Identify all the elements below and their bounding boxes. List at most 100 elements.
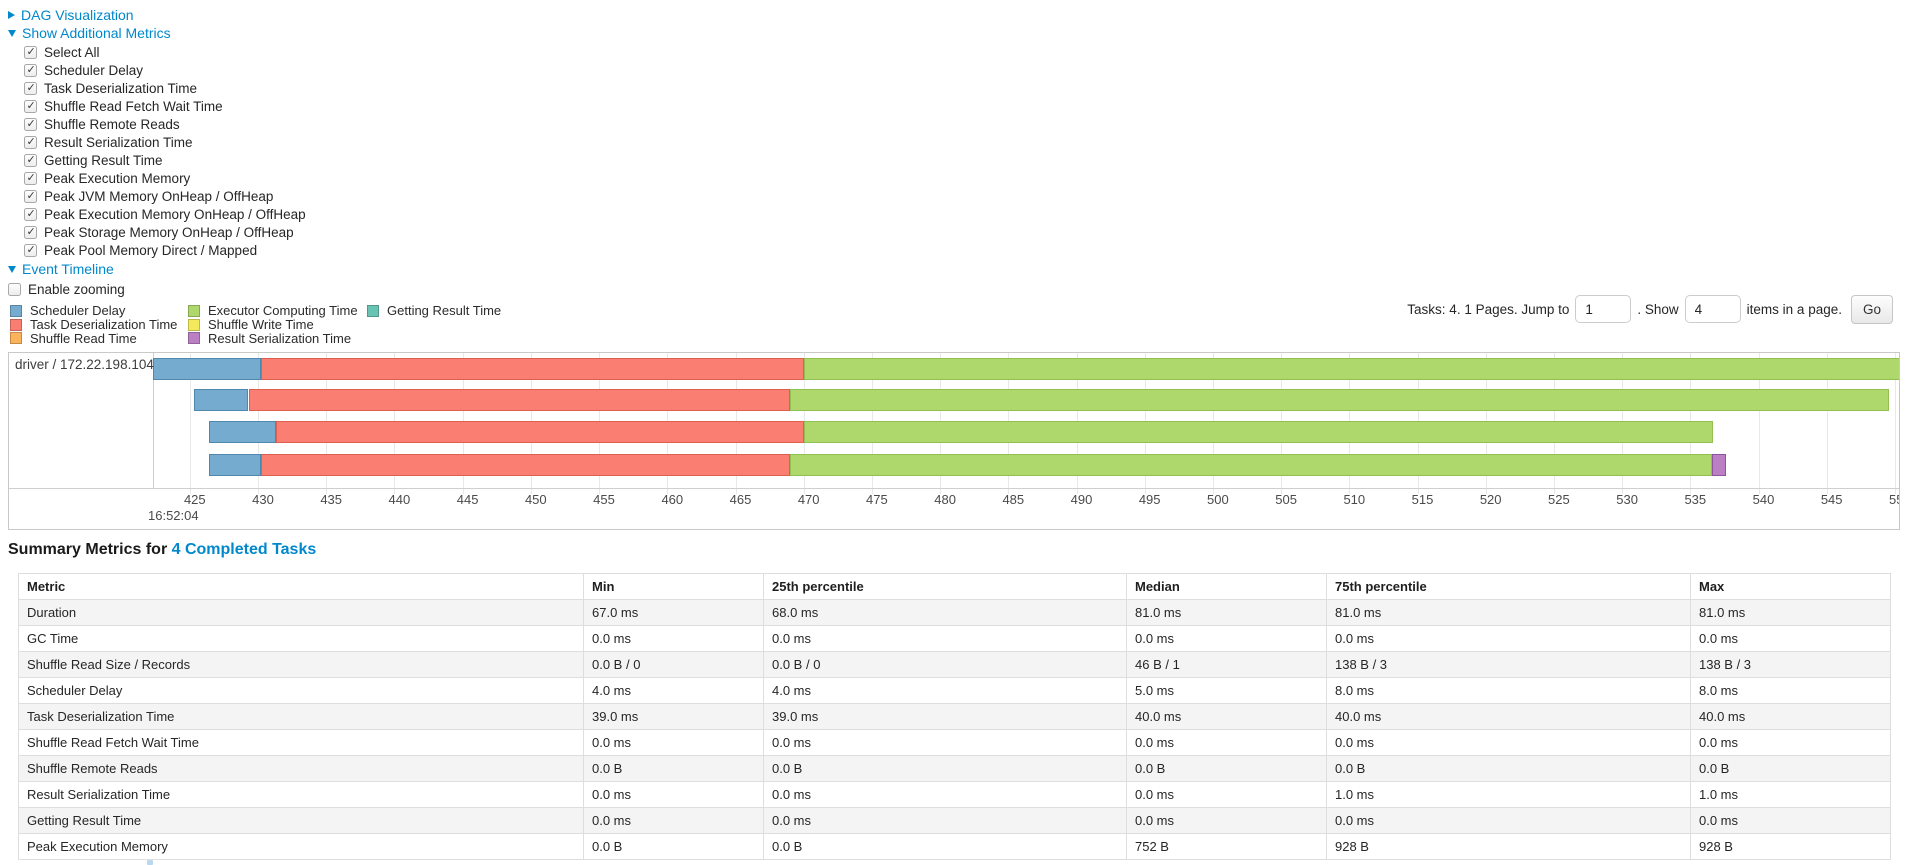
checkbox-icon[interactable] [24,189,37,203]
jump-to-page-input[interactable] [1575,295,1632,323]
items-per-page-input[interactable] [1684,295,1741,323]
task-2-task_deserialization-bar[interactable] [248,389,790,411]
checkbox-icon[interactable] [24,135,37,149]
axis-tick-label: 440 [388,492,411,507]
completed-tasks-link[interactable]: 4 Completed Tasks [171,541,317,558]
axis-tick-label: 505 [1275,492,1297,507]
table-cell: 0.0 ms [763,729,1127,756]
table-cell: 0.0 B / 0 [583,651,764,678]
table-row: Shuffle Read Size / Records 0.0 B / 0 0.0 … [18,651,1891,678]
table-row: Duration 67.0 ms 68.0 ms 81.0 ms 81.0 ms 81.0… [18,599,1891,626]
table-cell: 0.0 ms [763,781,1127,808]
metric-label: Scheduler Delay [44,62,144,78]
summary-metrics-heading: Summary Metrics for 4 Completed Tasks [8,541,316,559]
axis-tick-label: 490 [1070,492,1093,507]
axis-tick-label: 545 [1820,492,1843,507]
axis-tick-label: 500 [1207,492,1229,507]
legend-item: Scheduler Delay [10,303,188,318]
event-timeline-toggle[interactable]: Event Timeline [8,261,306,277]
axis-tick-label: 540 [1752,492,1775,507]
task-3-scheduler_delay-bar[interactable] [208,421,276,443]
table-cell: 0.0 B [763,833,1127,860]
metric-label: Peak Execution Memory [44,170,191,186]
summary-heading-text: Summary Metrics for [8,541,172,558]
table-row: Scheduler Delay 4.0 ms 4.0 ms 5.0 ms 8.0 ms 8… [18,677,1891,704]
checkbox-icon[interactable] [24,243,37,257]
enable-zooming-checkbox[interactable] [8,282,21,296]
axis-tick-label: 485 [1002,492,1025,507]
task-pagination: Tasks: 4. 1 Pages. Jump to . Show items … [1407,293,1893,325]
table-cell: Shuffle Remote Reads [18,755,584,782]
axis-tick-label: 465 [729,492,752,507]
task-4-executor_computing-bar[interactable] [790,454,1713,476]
timeline-legend: Scheduler Delay Task Deserialization Time… [10,303,501,346]
table-row: Peak Execution Memory 0.0 B 0.0 B 752 B 928 … [18,833,1891,860]
task-4-task_deserialization-bar[interactable] [260,454,791,476]
column-header: 75th percentile [1326,573,1691,600]
column-header: 25th percentile [763,573,1127,600]
legend-item: Task Deserialization Time [10,317,188,332]
metric-label: Select All [44,44,100,60]
checkbox-icon[interactable] [24,153,37,167]
checkbox-icon[interactable] [24,117,37,131]
table-cell: 0.0 ms [1690,807,1891,834]
table-header-row: Metric Min 25th percentile Median 75th perce… [18,573,1891,600]
metric-label: Shuffle Remote Reads [44,116,180,132]
event-timeline-chart[interactable]: driver / 172.22.198.104 425 430 435 440 445 4… [8,352,1900,530]
metric-item: Peak Execution Memory [24,169,306,187]
dag-visualization-toggle[interactable]: DAG Visualization [8,7,306,23]
table-cell: Scheduler Delay [18,677,584,704]
table-cell: Getting Result Time [18,807,584,834]
table-cell: Duration [18,599,584,626]
table-cell: 138 B / 3 [1326,651,1691,678]
axis-tick-label: 530 [1616,492,1638,507]
table-cell: 67.0 ms [583,599,764,626]
task-3-task_deserialization-bar[interactable] [275,421,804,443]
result_serialization-swatch-icon [188,332,200,345]
column-header: Metric [18,573,584,600]
table-cell: 5.0 ms [1126,677,1327,704]
axis-tick-label: 475 [866,492,888,507]
metric-item: Shuffle Remote Reads [24,115,306,133]
table-cell: 0.0 B / 0 [763,651,1127,678]
metric-label: Getting Result Time [44,152,163,168]
task-1-scheduler_delay-bar[interactable] [153,358,261,380]
show-additional-metrics-toggle[interactable]: Show Additional Metrics [8,25,306,41]
task-1-task_deserialization-bar[interactable] [260,358,804,380]
table-cell: 0.0 B [1126,755,1327,782]
checkbox-icon[interactable] [24,99,37,113]
table-cell: 4.0 ms [583,677,764,704]
task-4-result_serialization-bar[interactable] [1712,454,1726,476]
checkbox-icon[interactable] [24,63,37,77]
table-cell: 40.0 ms [1690,703,1891,730]
executor_computing-swatch-icon [188,304,200,317]
summary-metrics-table: Metric Min 25th percentile Median 75th perce… [18,573,1891,860]
task-4-scheduler_delay-bar[interactable] [208,454,261,476]
checkbox-icon[interactable] [24,45,37,59]
legend-label: Shuffle Write Time [208,317,314,333]
additional-metrics-list: Select All Scheduler Delay Task Deserializ… [8,43,306,259]
task-2-scheduler_delay-bar[interactable] [193,389,249,411]
table-cell: Peak Execution Memory [18,833,584,860]
table-row: Shuffle Remote Reads 0.0 B 0.0 B 0.0 B 0.0 B… [18,755,1891,782]
dag-visualization-label: DAG Visualization [21,7,134,23]
metric-item: Scheduler Delay [24,61,306,79]
pagination-items-text: items in a page. [1746,301,1842,317]
metric-item: Shuffle Read Fetch Wait Time [24,97,306,115]
table-cell: 752 B [1126,833,1327,860]
checkbox-icon[interactable] [24,171,37,185]
table-cell: 928 B [1326,833,1691,860]
go-button[interactable]: Go [1850,294,1893,324]
task-1-executor_computing-bar[interactable] [803,358,1899,380]
checkbox-icon[interactable] [24,207,37,221]
checkbox-icon[interactable] [24,225,37,239]
metric-item: Peak Pool Memory Direct / Mapped [24,241,306,259]
table-cell: 0.0 ms [1690,729,1891,756]
checkbox-icon[interactable] [24,81,37,95]
task-3-executor_computing-bar[interactable] [803,421,1714,443]
table-cell: 81.0 ms [1126,599,1327,626]
table-cell: Shuffle Read Size / Records [18,651,584,678]
legend-item: Result Serialization Time [188,331,367,346]
task-2-executor_computing-bar[interactable] [790,389,1890,411]
table-cell: 4.0 ms [763,677,1127,704]
